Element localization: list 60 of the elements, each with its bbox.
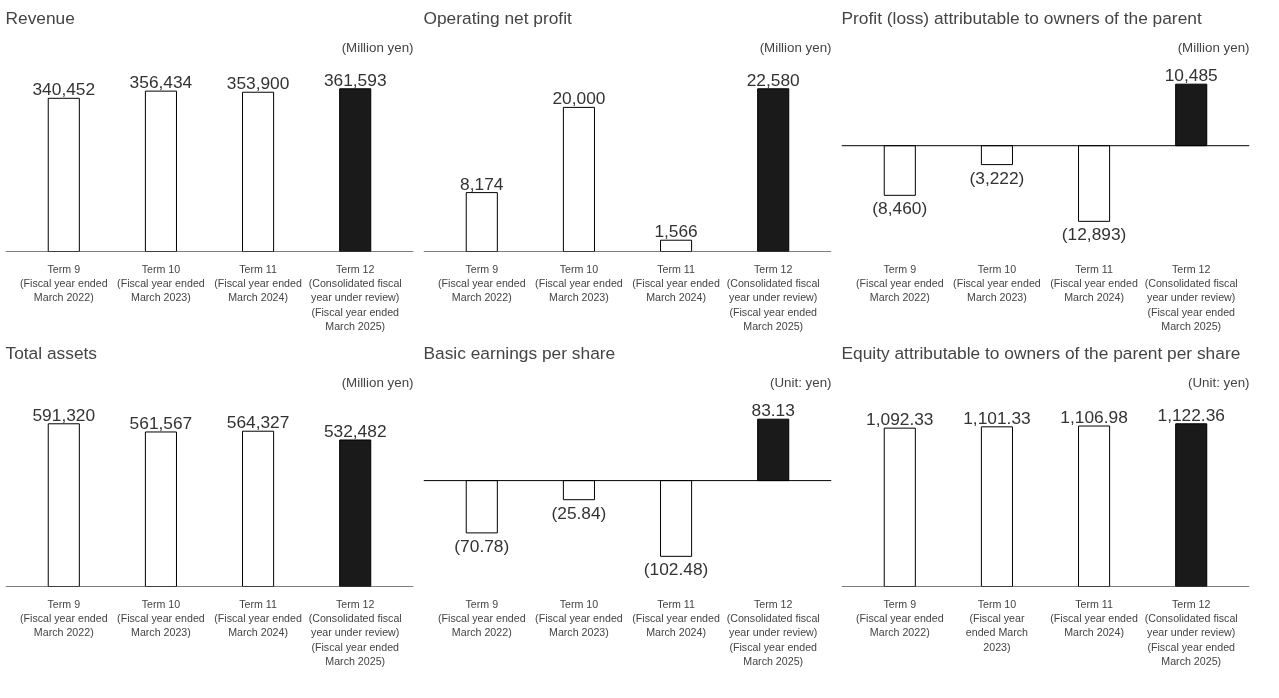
data-label: (102.48) xyxy=(643,559,709,580)
chart-title: Revenue xyxy=(5,7,75,28)
x-tick-label: Term 10 (Fiscal year ended March 2023) xyxy=(535,262,623,304)
x-tick-label: Term 9 (Fiscal year ended March 2022) xyxy=(19,597,108,639)
data-label: 8,174 xyxy=(460,173,504,194)
x-tick-label: Term 11 (Fiscal year ended March 2024) xyxy=(1050,597,1138,639)
x-tick-label: Term 11 (Fiscal year ended March 2024) xyxy=(632,597,720,639)
data-label: (25.84) xyxy=(551,502,607,523)
data-label: 10,485 xyxy=(1164,65,1218,86)
data-label: 353,900 xyxy=(226,73,290,94)
chart-subtitle: (Million yen) xyxy=(341,39,414,55)
chart-title: Operating net profit xyxy=(423,7,573,28)
data-label: 20,000 xyxy=(552,88,606,109)
x-tick-label: Term 12 (Consolidated fiscal year under review) (Fiscal year ended March 2025) xyxy=(726,597,820,668)
data-label: (70.78) xyxy=(454,535,510,556)
x-tick-label: Term 12 (Consolidated fiscal year under review) (Fiscal year ended March 2025) xyxy=(726,262,820,333)
data-label: 561,567 xyxy=(129,412,193,433)
data-label: 83.13 xyxy=(751,400,795,421)
chart-subtitle: (Million yen) xyxy=(759,39,832,55)
chart-title: Basic earnings per share xyxy=(423,342,616,363)
x-tick-label: Term 10 (Fiscal year ended March 2023) xyxy=(117,262,205,304)
chart-title: Total assets xyxy=(5,342,98,363)
data-label: 340,452 xyxy=(32,79,96,100)
x-tick-label: Term 11 (Fiscal year ended March 2024) xyxy=(214,262,302,304)
chart-title: Equity attributable to owners of the parent per share xyxy=(841,342,1241,363)
x-tick-label: Term 10 (Fiscal year ended March 2023) xyxy=(965,597,1029,653)
data-label: (8,460) xyxy=(872,198,928,219)
data-label: (3,222) xyxy=(969,167,1025,188)
x-tick-label: Term 10 (Fiscal year ended March 2023) xyxy=(535,597,623,639)
x-tick-label: Term 9 (Fiscal year ended March 2022) xyxy=(19,262,108,304)
data-label: 361,593 xyxy=(323,69,387,90)
data-label: 22,580 xyxy=(746,69,800,90)
x-tick-label: Term 11 (Fiscal year ended March 2024) xyxy=(1050,262,1138,304)
chart-subtitle: (Million yen) xyxy=(341,374,414,390)
x-tick-label: Term 9 (Fiscal year ended March 2022) xyxy=(437,597,526,639)
chart-subtitle: (Unit: yen) xyxy=(1188,374,1250,390)
x-tick-label: Term 10 (Fiscal year ended March 2023) xyxy=(117,597,205,639)
data-label: 564,327 xyxy=(226,412,290,433)
data-label: 532,482 xyxy=(323,420,387,441)
x-tick-label: Term 9 (Fiscal year ended March 2022) xyxy=(437,262,526,304)
chart-title: Profit (loss) attributable to owners of the parent xyxy=(841,7,1202,28)
x-tick-label: Term 9 (Fiscal year ended March 2022) xyxy=(855,597,944,639)
chart-subtitle: (Million yen) xyxy=(1177,39,1250,55)
data-label: (12,893) xyxy=(1061,224,1127,245)
x-tick-label: Term 11 (Fiscal year ended March 2024) xyxy=(632,262,720,304)
data-label: 1,106.98 xyxy=(1060,407,1128,428)
data-label: 591,320 xyxy=(32,404,96,425)
data-label: 1,092.33 xyxy=(866,409,934,430)
x-tick-label: Term 9 (Fiscal year ended March 2022) xyxy=(855,262,944,304)
data-label: 1,101.33 xyxy=(963,407,1031,428)
chart-subtitle: (Unit: yen) xyxy=(770,374,832,390)
data-label: 356,434 xyxy=(129,72,193,93)
data-label: 1,566 xyxy=(654,221,698,242)
x-tick-label: Term 12 (Consolidated fiscal year under review) (Fiscal year ended March 2025) xyxy=(1144,597,1238,668)
x-tick-label: Term 12 (Consolidated fiscal year under review) (Fiscal year ended March 2025) xyxy=(308,262,402,333)
x-tick-label: Term 12 (Consolidated fiscal year under review) (Fiscal year ended March 2025) xyxy=(1144,262,1238,333)
x-tick-label: Term 11 (Fiscal year ended March 2024) xyxy=(214,597,302,639)
x-tick-label: Term 10 (Fiscal year ended March 2023) xyxy=(953,262,1041,304)
data-label: 1,122.36 xyxy=(1157,404,1225,425)
x-tick-label: Term 12 (Consolidated fiscal year under review) (Fiscal year ended March 2025) xyxy=(308,597,402,668)
